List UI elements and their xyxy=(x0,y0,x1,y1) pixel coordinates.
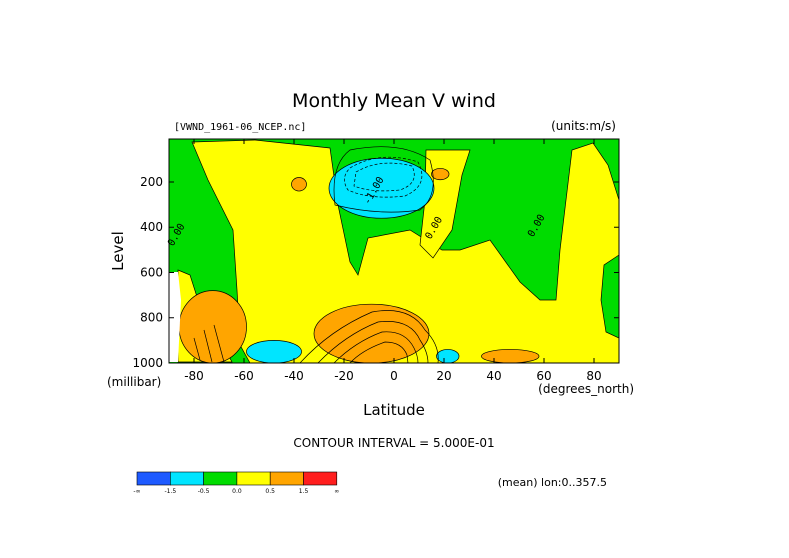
mean-text: (mean) lon:0..357.5 xyxy=(498,476,607,489)
colorbar-swatch xyxy=(136,471,171,486)
x-tick-label: 60 xyxy=(536,369,551,383)
y-tick-label: 200 xyxy=(140,175,163,189)
colorbar-swatch xyxy=(236,471,271,486)
contour-lines xyxy=(193,146,439,363)
x-tick-label: -20 xyxy=(334,369,354,383)
colorbar-swatch xyxy=(303,471,338,486)
chart-title: Monthly Mean V wind xyxy=(292,90,496,112)
x-units-label: (degrees_north) xyxy=(538,382,634,396)
y-tick-label: 400 xyxy=(140,220,163,234)
y-units-label: (millibar) xyxy=(107,375,161,389)
colorbar-label: -1.5 xyxy=(164,488,176,495)
colorbar-label: -∞ xyxy=(133,488,140,495)
colorbar-swatch xyxy=(203,471,238,486)
region-northward-upper-small-1 xyxy=(291,177,307,192)
y-axis-label: Level xyxy=(109,231,127,271)
colorbar-label: 0.0 xyxy=(232,488,242,495)
colorbar-swatch xyxy=(269,471,304,486)
contour-interval-text: CONTOUR INTERVAL = 5.000E-01 xyxy=(293,436,494,450)
x-tick-label: 20 xyxy=(436,369,451,383)
y-tick-label: 1000 xyxy=(132,356,163,370)
axis-ticks: -80 -60 -40 -20 0 20 40 60 80 200 400 600 800 1000 xyxy=(132,139,619,383)
x-tick-label: 40 xyxy=(486,369,501,383)
region-northward-antarctic xyxy=(178,290,247,363)
region-northward-40N-surface xyxy=(481,349,540,363)
x-axis-label: Latitude xyxy=(363,401,425,419)
units-label: (units:m/s) xyxy=(551,119,616,133)
x-tick-label: -40 xyxy=(284,369,304,383)
y-tick-label: 800 xyxy=(140,311,163,325)
colorbar-label: 0.5 xyxy=(265,488,275,495)
colorbar-label: 1.5 xyxy=(299,488,309,495)
x-tick-label: -80 xyxy=(184,369,204,383)
colorbar-label: ∞ xyxy=(334,488,339,495)
y-tick-label: 600 xyxy=(140,265,163,279)
region-northward-lower-shell xyxy=(313,303,430,363)
region-southward-lower-equator xyxy=(436,349,460,363)
region-southward-lower-south xyxy=(246,340,302,363)
missing-data-wedge xyxy=(169,272,181,362)
x-tick-label: -60 xyxy=(234,369,254,383)
region-positive-weak-west xyxy=(191,139,619,363)
colorbar-label: -0.5 xyxy=(198,488,210,495)
region-northward-upper-small-2 xyxy=(431,168,450,181)
x-tick-label: 80 xyxy=(586,369,601,383)
file-label: [VWND_1961-06_NCEP.nc] xyxy=(174,122,306,133)
colorbar-swatch xyxy=(170,471,204,486)
colorbar: -∞ -1.5 -0.5 0.0 0.5 1.5 ∞ xyxy=(133,471,339,495)
region-southward-halo-upper xyxy=(328,157,435,219)
x-tick-label: 0 xyxy=(390,369,398,383)
